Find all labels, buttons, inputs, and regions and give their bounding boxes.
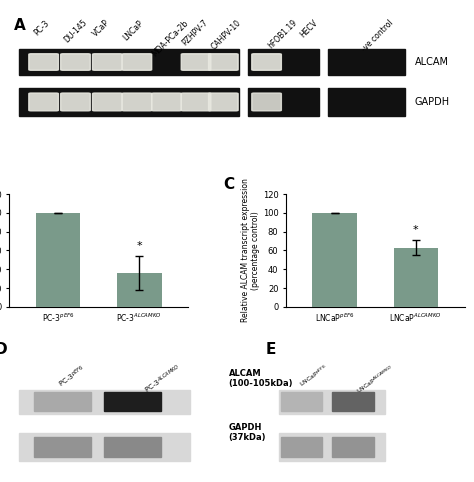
Text: C: C — [224, 177, 235, 192]
Text: ALCAM: ALCAM — [414, 57, 448, 67]
FancyBboxPatch shape — [122, 54, 152, 70]
Bar — [248, 49, 319, 75]
Bar — [332, 392, 374, 412]
Bar — [34, 438, 91, 456]
FancyBboxPatch shape — [181, 54, 211, 70]
FancyBboxPatch shape — [252, 54, 282, 70]
FancyBboxPatch shape — [209, 54, 238, 70]
FancyBboxPatch shape — [181, 93, 211, 111]
Bar — [19, 390, 190, 414]
Bar — [328, 88, 405, 116]
Text: GAPDH: GAPDH — [414, 97, 450, 107]
Text: GAPDH
(37kDa): GAPDH (37kDa) — [228, 423, 266, 442]
Text: CAHPV-10: CAHPV-10 — [210, 18, 243, 52]
Text: -ve control: -ve control — [360, 18, 395, 54]
Text: PZHPV-7: PZHPV-7 — [180, 18, 210, 48]
Text: MDA-PCa-2b: MDA-PCa-2b — [151, 18, 191, 58]
Text: LNCaP$^{pEF6}$: LNCaP$^{pEF6}$ — [298, 363, 330, 389]
Text: VCaP: VCaP — [91, 18, 112, 39]
Bar — [281, 438, 322, 456]
Bar — [312, 213, 357, 307]
Bar — [18, 49, 239, 75]
Bar — [34, 392, 91, 412]
Bar — [328, 49, 405, 75]
Text: PC-3$^{pEF6}$: PC-3$^{pEF6}$ — [57, 363, 88, 389]
Text: LNCaP: LNCaP — [121, 18, 145, 42]
FancyBboxPatch shape — [92, 93, 122, 111]
Y-axis label: Relative ALCAM transcript expression
(percentage control): Relative ALCAM transcript expression (pe… — [240, 178, 260, 322]
Text: ALCAM
(100-105kDa): ALCAM (100-105kDa) — [228, 369, 293, 388]
Text: E: E — [265, 342, 276, 357]
Bar — [248, 88, 319, 116]
FancyBboxPatch shape — [61, 93, 90, 111]
Bar — [393, 248, 438, 307]
Bar — [332, 438, 374, 456]
Text: D: D — [0, 342, 7, 357]
Text: LNCaP$^{ALCAM KO}$: LNCaP$^{ALCAM KO}$ — [355, 363, 396, 396]
Bar — [19, 433, 190, 461]
Text: HECV: HECV — [299, 18, 319, 40]
Text: *: * — [413, 226, 419, 235]
FancyBboxPatch shape — [122, 93, 152, 111]
Bar — [18, 88, 239, 116]
Bar — [117, 273, 162, 307]
Text: *: * — [137, 241, 142, 252]
FancyBboxPatch shape — [209, 93, 238, 111]
Bar — [279, 390, 385, 414]
Text: A: A — [14, 18, 26, 33]
FancyBboxPatch shape — [252, 93, 282, 111]
FancyBboxPatch shape — [61, 54, 90, 70]
Bar — [281, 392, 322, 412]
FancyBboxPatch shape — [29, 93, 58, 111]
Bar — [279, 433, 385, 461]
Text: DU-145: DU-145 — [62, 18, 89, 45]
Bar — [104, 438, 161, 456]
FancyBboxPatch shape — [92, 54, 122, 70]
Bar — [36, 213, 81, 307]
FancyBboxPatch shape — [29, 54, 58, 70]
Bar — [104, 392, 161, 412]
Text: PC-3$^{ALCAM KO}$: PC-3$^{ALCAM KO}$ — [142, 363, 183, 396]
Text: hFOB1.19: hFOB1.19 — [266, 18, 299, 51]
Text: PC-3: PC-3 — [32, 18, 51, 37]
FancyBboxPatch shape — [152, 93, 181, 111]
